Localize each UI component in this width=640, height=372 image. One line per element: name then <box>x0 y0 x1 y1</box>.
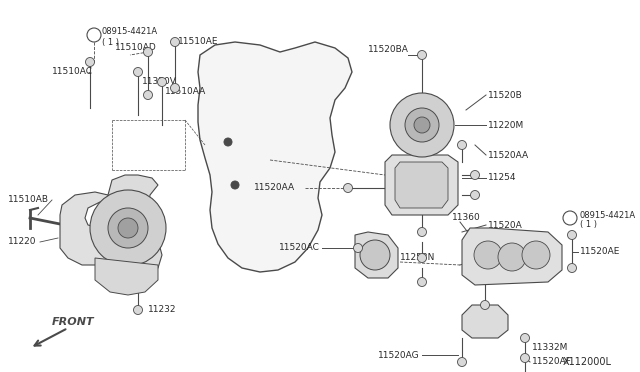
Circle shape <box>470 170 479 180</box>
Circle shape <box>134 305 143 314</box>
Circle shape <box>417 278 426 286</box>
Circle shape <box>134 67 143 77</box>
Text: 11254: 11254 <box>488 173 516 183</box>
Text: 11520B: 11520B <box>488 90 523 99</box>
Circle shape <box>86 58 95 67</box>
Circle shape <box>90 190 166 266</box>
Circle shape <box>344 183 353 192</box>
Circle shape <box>353 244 362 253</box>
Circle shape <box>520 334 529 343</box>
Text: 11510AD: 11510AD <box>115 44 157 52</box>
Circle shape <box>470 190 479 199</box>
Text: N: N <box>91 31 97 39</box>
Polygon shape <box>108 175 162 275</box>
Text: 11520AC: 11520AC <box>279 244 320 253</box>
Circle shape <box>481 301 490 310</box>
Circle shape <box>458 357 467 366</box>
Text: 11510AE: 11510AE <box>178 38 218 46</box>
Circle shape <box>417 228 426 237</box>
Circle shape <box>118 218 138 238</box>
Circle shape <box>474 241 502 269</box>
Text: 11220M: 11220M <box>488 121 524 129</box>
Text: 11510AA: 11510AA <box>165 87 206 96</box>
Circle shape <box>157 77 166 87</box>
Polygon shape <box>385 155 458 215</box>
Circle shape <box>170 83 179 93</box>
Text: 11520A: 11520A <box>488 221 523 230</box>
Circle shape <box>231 181 239 189</box>
Circle shape <box>414 117 430 133</box>
Circle shape <box>522 241 550 269</box>
Text: X112000L: X112000L <box>563 357 612 367</box>
Text: 11220: 11220 <box>8 237 36 247</box>
Circle shape <box>568 263 577 273</box>
Text: N: N <box>567 214 573 222</box>
Polygon shape <box>462 305 508 338</box>
Circle shape <box>143 48 152 57</box>
Circle shape <box>405 108 439 142</box>
Circle shape <box>224 138 232 146</box>
Circle shape <box>498 243 526 271</box>
Text: 11520AF: 11520AF <box>532 357 572 366</box>
Circle shape <box>170 38 179 46</box>
Text: 11510AB: 11510AB <box>8 196 49 205</box>
Text: ( 1 ): ( 1 ) <box>580 221 597 230</box>
Text: 11520AA: 11520AA <box>488 151 529 160</box>
Text: FRONT: FRONT <box>52 317 95 327</box>
Polygon shape <box>395 162 448 208</box>
Polygon shape <box>95 258 158 295</box>
Text: 11520AD: 11520AD <box>488 253 530 263</box>
Text: 11520AE: 11520AE <box>580 247 620 257</box>
Circle shape <box>568 231 577 240</box>
Circle shape <box>87 28 101 42</box>
Circle shape <box>563 211 577 225</box>
Circle shape <box>390 93 454 157</box>
Text: 11232: 11232 <box>148 305 177 314</box>
Circle shape <box>360 240 390 270</box>
Circle shape <box>458 141 467 150</box>
Text: 11350V: 11350V <box>142 77 177 87</box>
Text: 11253N: 11253N <box>400 253 435 263</box>
Text: 08915-4421A: 08915-4421A <box>580 211 636 219</box>
Polygon shape <box>198 42 352 272</box>
Text: 11360: 11360 <box>452 214 481 222</box>
Text: 11520AG: 11520AG <box>378 350 420 359</box>
Text: 11332M: 11332M <box>532 343 568 353</box>
Circle shape <box>143 90 152 99</box>
Circle shape <box>108 208 148 248</box>
Circle shape <box>520 353 529 362</box>
Text: 11510AC: 11510AC <box>52 67 93 77</box>
Text: 11520AA: 11520AA <box>254 183 295 192</box>
Polygon shape <box>355 232 398 278</box>
Text: 08915-4421A: 08915-4421A <box>102 28 158 36</box>
Polygon shape <box>60 192 112 265</box>
Text: 11520BA: 11520BA <box>368 45 409 55</box>
Polygon shape <box>462 228 562 285</box>
Circle shape <box>417 253 426 263</box>
Circle shape <box>417 51 426 60</box>
Text: ( 1 ): ( 1 ) <box>102 38 119 46</box>
